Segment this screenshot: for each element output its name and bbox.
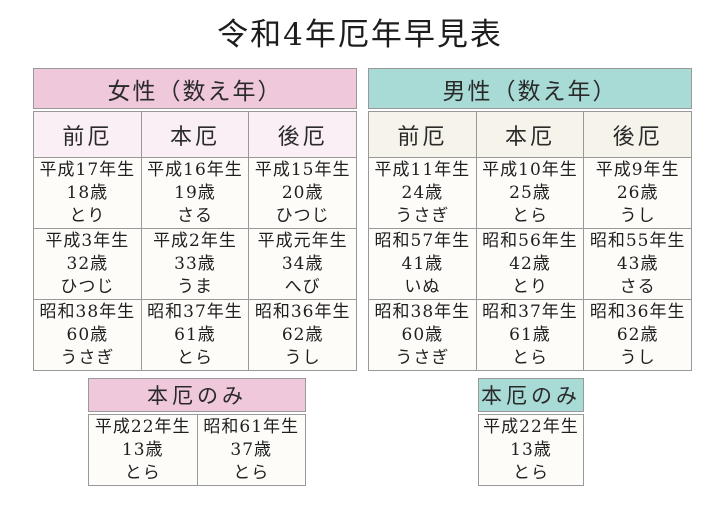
female-column-header-atoyaku: 後厄 xyxy=(248,111,357,158)
table-row: 平成3年生 32歳 ひつじ 平成2年生 33歳 うま 平成元年生 34歳 へび xyxy=(33,228,357,300)
male-column-header-row: 前厄 本厄 後厄 xyxy=(368,111,692,158)
table-row: 平成22年生 13歳 とら 昭和61年生 37歳 とら xyxy=(88,414,306,486)
male-honyaku-only-title: 本厄のみ xyxy=(478,378,584,412)
female-column-header-maeyaku: 前厄 xyxy=(33,111,142,158)
male-column-header-honyaku: 本厄 xyxy=(475,111,585,158)
female-table: 女性（数え年） 前厄 本厄 後厄 平成17年生 18歳 とり 平成16年生 19… xyxy=(33,68,357,371)
female-table-title: 女性（数え年） xyxy=(33,68,357,109)
female-honyaku-grid: 平成22年生 13歳 とら 昭和61年生 37歳 とら xyxy=(88,414,306,486)
male-honyaku-grid: 平成22年生 13歳 とら xyxy=(478,414,584,486)
table-row: 昭和57年生 41歳 いぬ 昭和56年生 42歳 とり 昭和55年生 43歳 さ… xyxy=(368,228,692,300)
table-row: 昭和38年生 60歳 うさぎ 昭和37年生 61歳 とら 昭和36年生 62歳 … xyxy=(368,299,692,371)
male-cell-r1c3: 平成9年生 26歳 うし xyxy=(583,157,692,229)
male-column-header-atoyaku: 後厄 xyxy=(583,111,692,158)
male-table: 男性（数え年） 前厄 本厄 後厄 平成11年生 24歳 うさぎ 平成10年生 2… xyxy=(368,68,692,371)
male-cell-r1c1: 平成11年生 24歳 うさぎ xyxy=(368,157,477,229)
female-cell-r2c3: 平成元年生 34歳 へび xyxy=(248,228,357,300)
female-cell-r1c1: 平成17年生 18歳 とり xyxy=(33,157,142,229)
male-cell-r3c1: 昭和38年生 60歳 うさぎ xyxy=(368,299,477,371)
female-cell-r2c1: 平成3年生 32歳 ひつじ xyxy=(33,228,142,300)
male-cell-r2c2: 昭和56年生 42歳 とり xyxy=(475,228,585,300)
female-cell-r1c3: 平成15年生 20歳 ひつじ xyxy=(248,157,357,229)
male-cell-r2c1: 昭和57年生 41歳 いぬ xyxy=(368,228,477,300)
male-table-grid: 前厄 本厄 後厄 平成11年生 24歳 うさぎ 平成10年生 25歳 とら 平成… xyxy=(368,111,692,371)
male-honyaku-only-table: 本厄のみ 平成22年生 13歳 とら xyxy=(478,378,584,486)
female-table-grid: 前厄 本厄 後厄 平成17年生 18歳 とり 平成16年生 19歳 さる 平成1… xyxy=(33,111,357,371)
male-cell-r1c2: 平成10年生 25歳 とら xyxy=(475,157,585,229)
female-cell-r3c2: 昭和37年生 61歳 とら xyxy=(140,299,250,371)
male-cell-r3c3: 昭和36年生 62歳 うし xyxy=(583,299,692,371)
male-cell-r2c3: 昭和55年生 43歳 さる xyxy=(583,228,692,300)
table-row: 昭和38年生 60歳 うさぎ 昭和37年生 61歳 とら 昭和36年生 62歳 … xyxy=(33,299,357,371)
female-cell-r3c3: 昭和36年生 62歳 うし xyxy=(248,299,357,371)
female-column-header-honyaku: 本厄 xyxy=(140,111,250,158)
female-cell-r3c1: 昭和38年生 60歳 うさぎ xyxy=(33,299,142,371)
table-row: 平成11年生 24歳 うさぎ 平成10年生 25歳 とら 平成9年生 26歳 う… xyxy=(368,157,692,229)
female-honyaku-only-title: 本厄のみ xyxy=(88,378,306,412)
male-table-title: 男性（数え年） xyxy=(368,68,692,109)
female-honyaku-cell-1: 平成22年生 13歳 とら xyxy=(88,414,198,486)
female-honyaku-cell-2: 昭和61年生 37歳 とら xyxy=(196,414,306,486)
female-honyaku-only-table: 本厄のみ 平成22年生 13歳 とら 昭和61年生 37歳 とら xyxy=(88,378,306,486)
male-honyaku-cell-1: 平成22年生 13歳 とら xyxy=(478,414,584,486)
female-column-header-row: 前厄 本厄 後厄 xyxy=(33,111,357,158)
male-cell-r3c2: 昭和37年生 61歳 とら xyxy=(475,299,585,371)
female-cell-r1c2: 平成16年生 19歳 さる xyxy=(140,157,250,229)
female-cell-r2c2: 平成2年生 33歳 うま xyxy=(140,228,250,300)
table-row: 平成17年生 18歳 とり 平成16年生 19歳 さる 平成15年生 20歳 ひ… xyxy=(33,157,357,229)
table-row: 平成22年生 13歳 とら xyxy=(478,414,584,486)
male-column-header-maeyaku: 前厄 xyxy=(368,111,477,158)
page-title: 令和4年厄年早見表 xyxy=(217,17,503,53)
